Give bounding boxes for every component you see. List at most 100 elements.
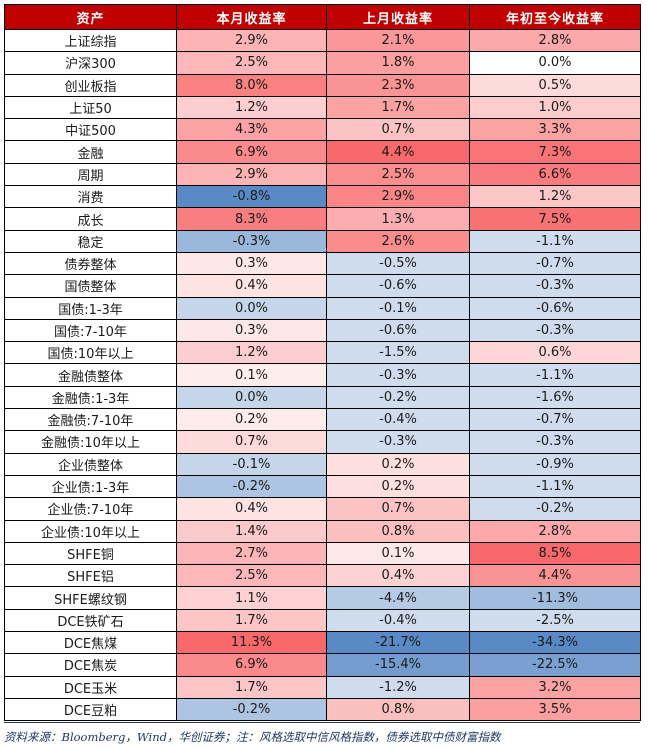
asset-cell: 上证50 [4,95,177,120]
table-row: 稳定 -0.3% 2.6% -1.1% [4,229,641,253]
ytd-cell: 0.6% [469,341,641,365]
last-month-cell: 0.7% [326,497,470,521]
this-month-cell: 4.3% [176,118,327,142]
asset-cell: SHFE螺纹钢 [4,586,177,610]
ytd-cell: -0.3% [469,274,641,298]
table-row: 金融债:1-3年 0.0% -0.2% -1.6% [4,385,641,410]
this-month-cell: 0.7% [176,430,327,454]
last-month-cell: 0.7% [326,118,470,142]
ytd-cell: 4.4% [469,564,641,588]
ytd-cell: -0.6% [469,296,641,320]
this-month-cell: 8.3% [176,207,327,231]
last-month-cell: -0.5% [326,251,470,276]
this-month-cell: 2.9% [176,162,327,187]
ytd-cell: -1.1% [469,474,641,499]
last-month-cell: 1.3% [326,207,470,231]
ytd-cell: -0.3% [469,430,641,454]
this-month-cell: 0.3% [176,251,327,276]
asset-cell: SHFE铝 [4,564,177,588]
returns-table-container: 资产 本月收益率 上月收益率 年初至今收益率 上证综指 2.9% 2.1% 2.8% 沪… [4,4,641,722]
last-month-cell: -0.6% [326,274,470,298]
table-row: 企业债:1-3年 -0.2% 0.2% -1.1% [4,474,641,499]
last-month-cell: -0.4% [326,408,470,432]
asset-cell: 金融 [4,140,177,164]
last-month-cell: 2.9% [326,185,470,209]
asset-cell: 国债:10年以上 [4,341,177,365]
asset-cell: 企业债:1-3年 [4,474,177,499]
this-month-cell: 1.7% [176,608,327,633]
asset-cell: 金融债:1-3年 [4,385,177,410]
ytd-cell: 7.5% [469,207,641,231]
table-row: DCE铁矿石 1.7% -0.4% -2.5% [4,608,641,633]
this-month-cell: 2.9% [176,28,327,53]
last-month-cell: -1.5% [326,341,470,365]
this-month-cell: -0.2% [176,474,327,499]
asset-cell: 周期 [4,162,177,187]
table-row: SHFE铝 2.5% 0.4% 4.4% [4,564,641,588]
table-row: 上证50 1.2% 1.7% 1.0% [4,95,641,120]
this-month-cell: 2.5% [176,51,327,75]
table-row: 金融债:7-10年 0.2% -0.4% -0.7% [4,408,641,432]
this-month-cell: 0.0% [176,296,327,320]
ytd-cell: -34.3% [469,631,641,655]
this-month-cell: 0.3% [176,318,327,343]
this-month-cell: 2.5% [176,564,327,588]
asset-cell: 国债整体 [4,274,177,298]
table-row: SHFE铜 2.7% 0.1% 8.5% [4,541,641,566]
table-row: 成长 8.3% 1.3% 7.5% [4,207,641,231]
last-month-cell: -0.6% [326,318,470,343]
this-month-cell: 1.7% [176,675,327,699]
last-month-cell: -0.3% [326,430,470,454]
ytd-cell: 3.3% [469,118,641,142]
asset-cell: 金融债:7-10年 [4,408,177,432]
last-month-cell: -15.4% [326,653,470,677]
table-row: 消费 -0.8% 2.9% 1.2% [4,185,641,209]
ytd-cell: -0.7% [469,251,641,276]
last-month-cell: -0.1% [326,296,470,320]
table-row: DCE玉米 1.7% -1.2% 3.2% [4,675,641,699]
ytd-cell: 8.5% [469,541,641,566]
table-row: 金融债:10年以上 0.7% -0.3% -0.3% [4,430,641,454]
last-month-cell: -0.2% [326,385,470,410]
asset-cell: DCE铁矿石 [4,608,177,633]
ytd-cell: -11.3% [469,586,641,610]
last-month-cell: 0.8% [326,697,470,722]
table-row: 国债整体 0.4% -0.6% -0.3% [4,274,641,298]
last-month-cell: 2.5% [326,162,470,187]
ytd-cell: 1.2% [469,185,641,209]
last-month-cell: 0.2% [326,474,470,499]
ytd-cell: 1.0% [469,95,641,120]
ytd-cell: 2.8% [469,28,641,53]
ytd-cell: -1.1% [469,229,641,253]
ytd-cell: -1.1% [469,363,641,387]
ytd-cell: -2.5% [469,608,641,633]
table-row: DCE焦煤 11.3% -21.7% -34.3% [4,631,641,655]
ytd-cell: -22.5% [469,653,641,677]
header-row: 资产 本月收益率 上月收益率 年初至今收益率 [4,4,641,30]
ytd-cell: 0.0% [469,51,641,75]
asset-cell: 企业债:10年以上 [4,519,177,543]
last-month-cell: 1.7% [326,95,470,120]
this-month-cell: 6.9% [176,653,327,677]
asset-cell: 创业板指 [4,73,177,97]
table-row: 中证500 4.3% 0.7% 3.3% [4,118,641,142]
this-month-cell: -0.2% [176,697,327,722]
table-row: DCE焦炭 6.9% -15.4% -22.5% [4,653,641,677]
ytd-cell: 2.8% [469,519,641,543]
header-asset: 资产 [4,4,177,30]
last-month-cell: -4.4% [326,586,470,610]
asset-cell: SHFE铜 [4,541,177,566]
asset-cell: 沪深300 [4,51,177,75]
table-row: 金融 6.9% 4.4% 7.3% [4,140,641,164]
table-row: SHFE螺纹钢 1.1% -4.4% -11.3% [4,586,641,610]
this-month-cell: 1.4% [176,519,327,543]
table-row: 企业债:10年以上 1.4% 0.8% 2.8% [4,519,641,543]
last-month-cell: -1.2% [326,675,470,699]
table-row: 国债:7-10年 0.3% -0.6% -0.3% [4,318,641,343]
this-month-cell: 6.9% [176,140,327,164]
ytd-cell: -0.3% [469,318,641,343]
this-month-cell: 0.1% [176,363,327,387]
asset-cell: 企业债:7-10年 [4,497,177,521]
asset-cell: DCE豆粕 [4,697,177,722]
this-month-cell: 0.4% [176,274,327,298]
